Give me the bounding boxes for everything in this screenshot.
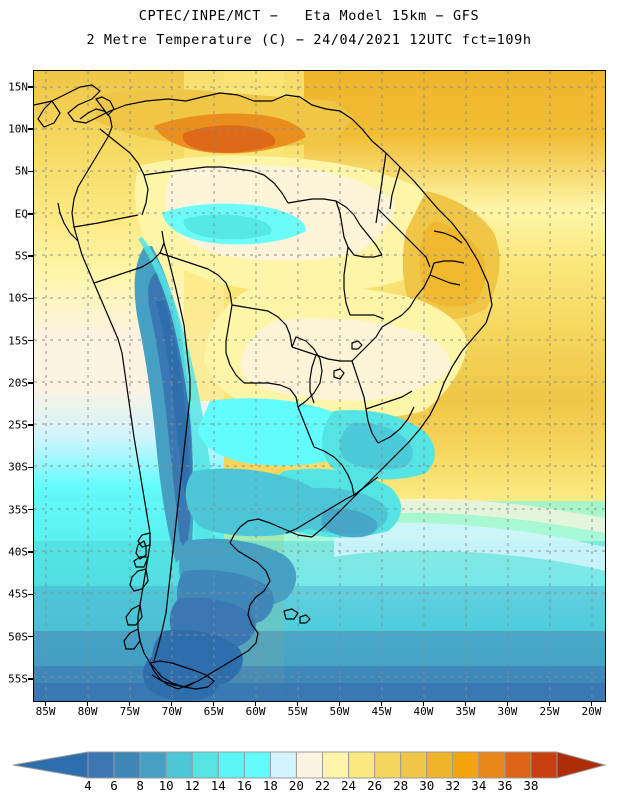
latitude-tick-5N: 5N [14,164,28,178]
colorbar-tick-4: 4 [84,778,92,793]
colorbar-tick-30: 30 [419,778,435,793]
colorbar-tick-24: 24 [341,778,357,793]
chart-title-block: CPTEC/INPE/MCT − Eta Model 15km − GFS 2 … [0,4,618,52]
latitude-tick-15N: 15N [8,80,28,94]
longitude-tick-50W: 50W [329,705,350,718]
colorbar-cap-low [12,751,89,779]
longitude-tick-75W: 75W [119,705,140,718]
colorbar-cell [191,751,219,779]
colorbar-tick-6: 6 [110,778,118,793]
colorbar-tick-14: 14 [210,778,226,793]
colorbar-tick-12: 12 [184,778,200,793]
colorbar-tick-38: 38 [523,778,539,793]
colorbar-tick-8: 8 [136,778,144,793]
latitude-tick-EQ: EQ [14,207,28,221]
map-stage [34,71,605,701]
longitude-tick-35W: 35W [455,705,476,718]
colorbar-tick-36: 36 [497,778,513,793]
colorbar-tick-26: 26 [367,778,383,793]
longitude-tick-30W: 30W [497,705,518,718]
coastline-and-border-overlay [34,84,493,690]
colorbar-tick-28: 28 [393,778,409,793]
colorbar-tick-16: 16 [236,778,252,793]
longitude-tick-45W: 45W [371,705,392,718]
colorbar-tick-20: 20 [288,778,304,793]
colorbar-tick-labels: 4 6 8 10 12 14 16 18 20 22 24 26 28 30 32 34 36 38 [0,748,618,800]
longitude-tick-55W: 55W [287,705,308,718]
colorbar-tick-22: 22 [314,778,331,793]
colorbar-cell [113,751,141,779]
colorbar-cell [478,751,506,779]
colorbar-cell [217,751,245,779]
latitude-tick-15S: 15S [8,334,28,348]
latitude-tick-30S: 30S [8,460,28,474]
colorbar[interactable]: 4 6 8 10 12 14 16 18 20 22 24 26 28 30 32 34 36 38 [0,748,618,800]
colorbar-cap-high [556,751,607,779]
colorbar-cell [269,751,297,779]
longitude-tick-70W: 70W [161,705,182,718]
latitude-tick-10S: 10S [8,291,28,305]
colorbar-cell [165,751,193,779]
colorbar-cell [139,751,167,779]
latitude-tick-40S: 40S [8,545,28,559]
colorbar-tick-18: 18 [262,778,278,793]
latitude-tick-25S: 25S [8,418,28,432]
longitude-tick-85W: 85W [35,705,56,718]
colorbar-tick-32: 32 [445,778,461,793]
latitude-tick-10N: 10N [8,122,28,136]
longitude-tick-40W: 40W [413,705,434,718]
latitude-tick-50S: 50S [8,630,28,644]
longitude-tick-60W: 60W [245,705,266,718]
map-gridlines [34,71,605,701]
colorbar-tick-34: 34 [471,778,487,793]
title-line-variable: 2 Metre Temperature (C) − 24/04/2021 12U… [86,32,532,48]
longitude-tick-65W: 65W [203,705,224,718]
longitude-tick-25W: 25W [539,705,560,718]
colorbar-cell [452,751,480,779]
longitude-tick-20W: 20W [581,705,602,718]
latitude-tick-55S: 55S [8,672,28,686]
latitude-tick-35S: 35S [8,503,28,517]
longitude-tick-80W: 80W [77,705,98,718]
colorbar-tick-10: 10 [158,778,174,793]
title-line-model: CPTEC/INPE/MCT − Eta Model 15km − GFS [138,8,480,24]
latitude-tick-5S: 5S [14,249,28,263]
colorbar-cell [504,751,532,779]
latitude-tick-20S: 20S [8,376,28,390]
latitude-tick-45S: 45S [8,587,28,601]
colorbar-swatches [12,751,607,779]
temperature-field-raster [34,71,605,701]
map-plot-area[interactable] [33,70,606,702]
